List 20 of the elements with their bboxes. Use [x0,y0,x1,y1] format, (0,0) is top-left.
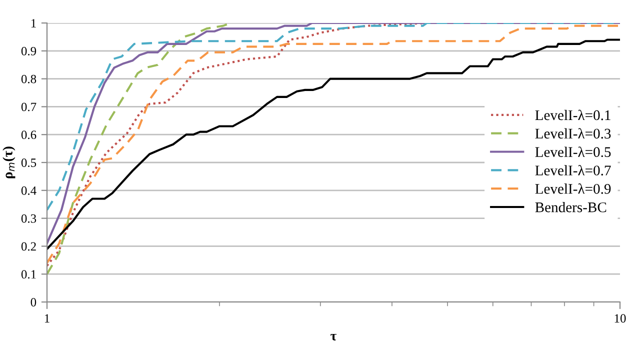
y-tick-label: 0.5 [21,158,36,168]
y-tick-label: 0.3 [21,214,36,223]
y-tick-label: 0.6 [21,130,36,140]
y-tick-label: 0.7 [21,102,36,112]
legend-label: LevelI-λ=0.5 [535,146,611,158]
y-tick-label: 0.2 [21,242,36,251]
legend-label: Benders-BC [535,202,606,212]
legend-label: LevelI-λ=0.9 [535,183,611,194]
y-tick-label: 0.1 [21,270,36,279]
y-axis-title: ρ$_{m}$(τ) [2,146,16,178]
y-tick-label: 0.8 [21,74,36,84]
y-tick-label: 0.4 [21,186,36,195]
x-axis-title: τ [330,334,337,340]
x-tick-label: 10 [614,314,626,323]
y-tick-label: 0 [30,298,36,306]
legend-label: LevelI-λ=0.3 [535,128,611,139]
y-tick-label: 0.9 [21,46,36,56]
y-tick-label: 1 [31,19,36,28]
legend-label: LevelI-λ=0.7 [535,164,611,176]
legend-label: LevelI-λ=0.1 [535,110,610,120]
